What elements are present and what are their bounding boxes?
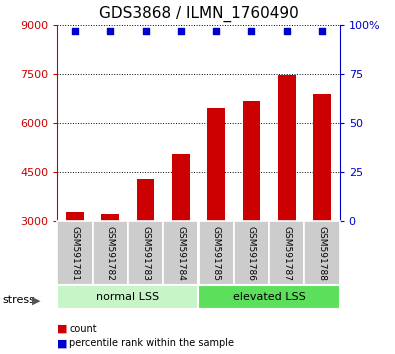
Bar [66,212,84,221]
Title: GDS3868 / ILMN_1760490: GDS3868 / ILMN_1760490 [99,6,298,22]
FancyBboxPatch shape [269,221,305,285]
FancyBboxPatch shape [163,221,199,285]
FancyBboxPatch shape [199,221,234,285]
Point [319,28,325,34]
Text: count: count [69,324,97,333]
Text: stress: stress [2,295,35,305]
Bar [313,93,331,221]
Text: normal LSS: normal LSS [96,292,160,302]
Bar [243,101,260,221]
FancyBboxPatch shape [92,221,128,285]
Bar [207,108,225,221]
Point [142,28,149,34]
FancyBboxPatch shape [128,221,163,285]
Text: GSM591785: GSM591785 [212,226,221,281]
Bar [172,154,190,221]
Text: GSM591782: GSM591782 [106,226,115,281]
Point [284,28,290,34]
Text: GSM591783: GSM591783 [141,226,150,281]
Text: ■: ■ [57,324,68,333]
Text: GSM591787: GSM591787 [282,226,291,281]
Text: ■: ■ [57,338,68,348]
Text: GSM591786: GSM591786 [247,226,256,281]
Text: GSM591784: GSM591784 [176,226,185,281]
Point [248,28,255,34]
Point [72,28,78,34]
Point [213,28,219,34]
Point [178,28,184,34]
FancyBboxPatch shape [199,285,340,309]
Bar [278,75,295,221]
Text: elevated LSS: elevated LSS [233,292,305,302]
FancyBboxPatch shape [57,221,92,285]
Text: ▶: ▶ [32,295,41,305]
Text: GSM591781: GSM591781 [70,226,79,281]
FancyBboxPatch shape [57,285,199,309]
FancyBboxPatch shape [234,221,269,285]
Point [107,28,113,34]
Bar [102,215,119,221]
Text: GSM591788: GSM591788 [318,226,327,281]
FancyBboxPatch shape [305,221,340,285]
Text: percentile rank within the sample: percentile rank within the sample [69,338,234,348]
Bar [137,179,154,221]
